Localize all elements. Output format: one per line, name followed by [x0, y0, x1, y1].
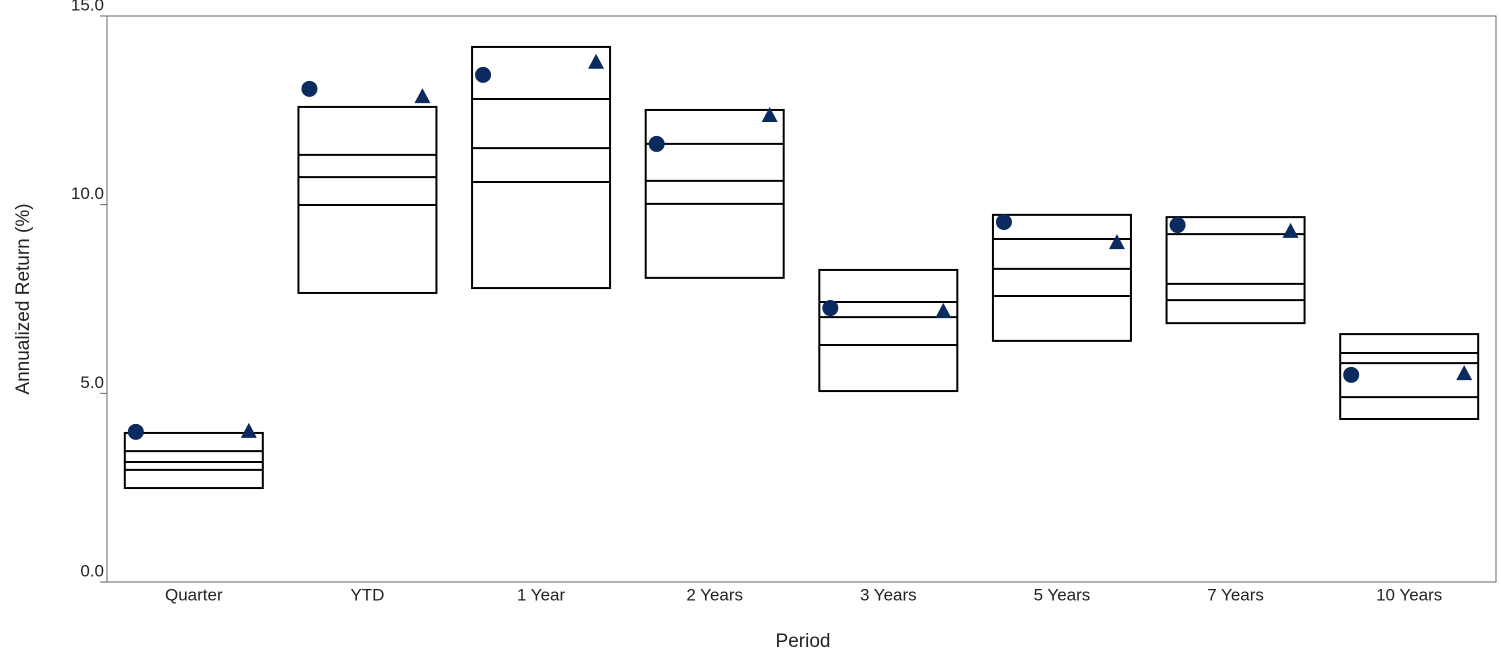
- x-tick-label: 3 Years: [860, 585, 917, 604]
- y-tick-label: 5.0: [80, 373, 104, 392]
- circle-marker: [995, 214, 1012, 231]
- y-tick-label: 10.0: [71, 184, 104, 203]
- range-box: [297, 105, 438, 294]
- x-tick-label: 5 Years: [1034, 585, 1091, 604]
- range-box: [123, 431, 264, 490]
- x-tick-label: 7 Years: [1207, 585, 1264, 604]
- y-tick-label: 0.0: [80, 561, 104, 580]
- circle-marker: [127, 423, 144, 440]
- triangle-marker: [1282, 222, 1299, 238]
- range-box: [471, 45, 612, 290]
- circle-marker: [648, 135, 665, 152]
- x-tick-label: 1 Year: [517, 585, 566, 604]
- circle-marker: [475, 66, 492, 83]
- x-tick-label: 10 Years: [1376, 585, 1442, 604]
- x-tick-label: Quarter: [165, 585, 223, 604]
- circle-marker: [301, 80, 318, 97]
- triangle-marker: [414, 88, 431, 104]
- triangle-marker: [1456, 365, 1473, 381]
- range-box: [1165, 216, 1306, 325]
- y-tick-label: 15.0: [71, 0, 104, 14]
- x-axis-label: Period: [776, 631, 831, 652]
- triangle-marker: [588, 53, 605, 69]
- y-axis-label: Annualized Return (%): [13, 203, 34, 394]
- range-box: [991, 213, 1132, 342]
- x-tick-label: 2 Years: [686, 585, 743, 604]
- triangle-marker: [935, 302, 952, 318]
- range-box: [644, 108, 785, 279]
- circle-marker: [1169, 217, 1186, 234]
- circle-marker: [1343, 366, 1360, 383]
- triangle-marker: [1108, 234, 1125, 250]
- x-tick-label: YTD: [350, 585, 384, 604]
- plot-frame: [106, 15, 1497, 583]
- range-box: [1339, 333, 1480, 420]
- circle-marker: [822, 300, 839, 317]
- range-box: [818, 268, 959, 393]
- triangle-marker: [240, 422, 257, 438]
- triangle-marker: [761, 106, 778, 122]
